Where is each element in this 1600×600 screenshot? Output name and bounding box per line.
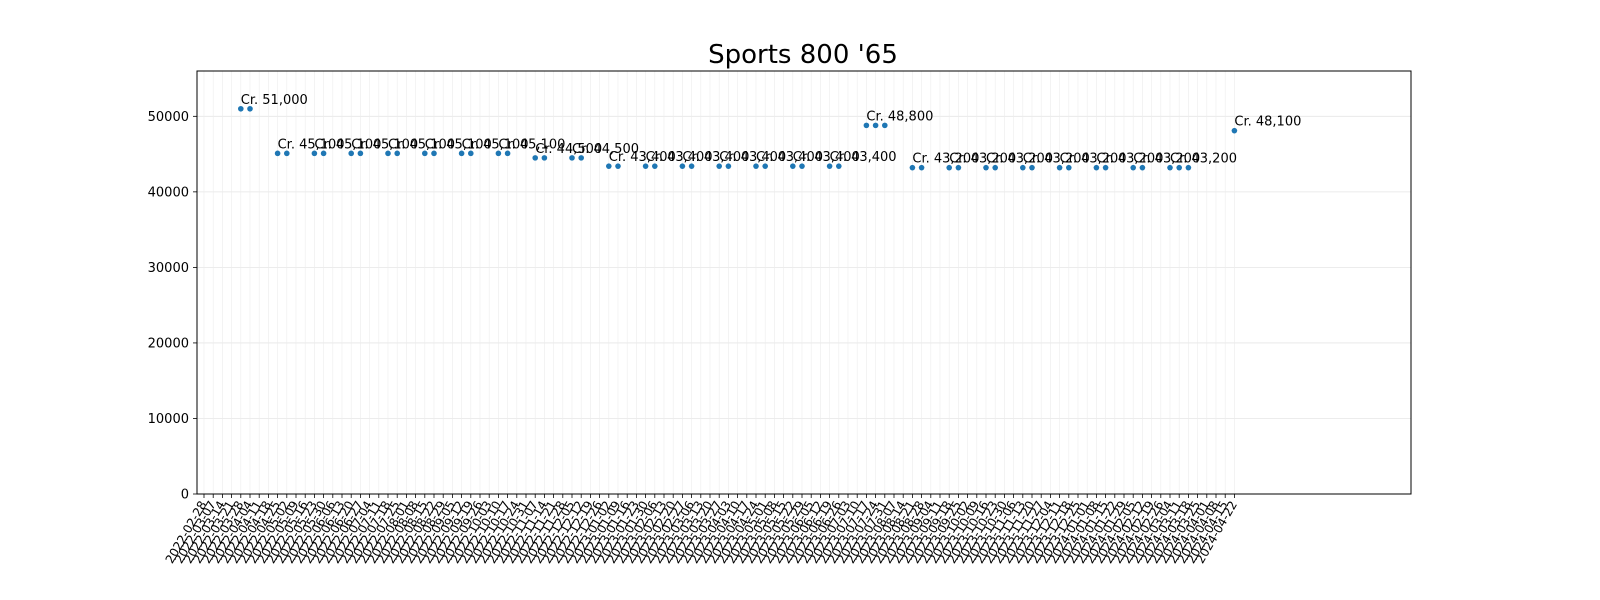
data-point bbox=[1176, 164, 1182, 171]
data-point bbox=[422, 150, 428, 157]
data-point bbox=[532, 155, 538, 161]
data-point bbox=[1139, 164, 1146, 171]
data-point bbox=[1231, 127, 1238, 134]
data-label: Cr. 45,100 bbox=[351, 137, 418, 152]
data-label: Cr. 44,500 bbox=[572, 142, 639, 157]
y-axis: 0 10000 20000 30000 40000 50000 bbox=[148, 110, 197, 503]
data-label: Cr. 43,200 bbox=[986, 152, 1053, 167]
data-label: Cr. 43,400 bbox=[609, 150, 676, 165]
data-label: Cr. 43,400 bbox=[756, 150, 823, 165]
data-point bbox=[983, 164, 989, 171]
data-point bbox=[716, 163, 722, 169]
data-point bbox=[1185, 164, 1192, 171]
x-axis: 2022-02-282022-03-072022-03-142022-03-21… bbox=[163, 494, 1240, 566]
data-point bbox=[606, 163, 612, 169]
data-point bbox=[274, 150, 281, 157]
data-point bbox=[238, 105, 244, 112]
data-point bbox=[918, 164, 925, 171]
data-point bbox=[872, 122, 879, 129]
data-point bbox=[311, 150, 318, 157]
data-label: Cr. 43,400 bbox=[830, 150, 897, 165]
data-label: Cr. 45,100 bbox=[462, 137, 529, 152]
data-label: Cr. 45,100 bbox=[498, 137, 565, 152]
data-point bbox=[468, 150, 474, 157]
data-point bbox=[431, 150, 437, 157]
data-point bbox=[320, 150, 327, 157]
data-label: Cr. 43,200 bbox=[1096, 152, 1163, 167]
data-point bbox=[1167, 164, 1173, 171]
data-point bbox=[385, 150, 391, 157]
data-point bbox=[569, 155, 575, 161]
data-point bbox=[1066, 164, 1072, 171]
data-point bbox=[1130, 164, 1136, 171]
data-point bbox=[753, 163, 759, 169]
data-point bbox=[247, 105, 253, 112]
data-label: Cr. 43,200 bbox=[1023, 152, 1090, 167]
data-point bbox=[790, 163, 796, 169]
y-tick-label: 10000 bbox=[148, 412, 189, 427]
data-point bbox=[652, 163, 658, 169]
data-label: Cr. 43,400 bbox=[793, 150, 860, 165]
y-tick-label: 30000 bbox=[148, 261, 189, 276]
y-tick-label: 0 bbox=[181, 488, 189, 503]
data-point bbox=[394, 150, 401, 157]
data-point bbox=[909, 164, 916, 171]
data-label: Cr. 43,400 bbox=[719, 150, 786, 165]
data-point bbox=[863, 122, 870, 129]
plot-frame bbox=[196, 70, 1412, 495]
data-label: Cr. 44,500 bbox=[535, 142, 602, 157]
data-label: Cr. 48,100 bbox=[1234, 115, 1301, 130]
data-label: Cr. 43,400 bbox=[646, 150, 713, 165]
data-point bbox=[578, 155, 584, 161]
data-label: Cr. 43,200 bbox=[1060, 152, 1127, 167]
data-label: Cr. 43,200 bbox=[1133, 152, 1200, 167]
data-point bbox=[1093, 164, 1100, 171]
data-point bbox=[836, 163, 842, 169]
data-point bbox=[541, 155, 548, 161]
data-point bbox=[642, 163, 649, 169]
data-point bbox=[357, 150, 364, 157]
data-point bbox=[725, 163, 732, 169]
data-point bbox=[762, 163, 768, 169]
data-point bbox=[992, 164, 998, 171]
data-point bbox=[882, 122, 888, 129]
data-label: Cr. 48,800 bbox=[866, 109, 933, 124]
data-label: Cr. 45,100 bbox=[278, 137, 345, 152]
y-tick-label: 20000 bbox=[148, 336, 189, 351]
y-tick-label: 50000 bbox=[148, 110, 189, 125]
data-point bbox=[1029, 164, 1035, 171]
data-label: Cr. 43,200 bbox=[949, 152, 1016, 167]
data-point bbox=[284, 150, 290, 157]
data-label: Cr. 45,100 bbox=[314, 137, 381, 152]
data-point bbox=[946, 164, 952, 171]
data-point bbox=[348, 150, 355, 157]
data-point bbox=[504, 150, 511, 157]
data-point bbox=[688, 163, 695, 169]
data-label: Cr. 45,100 bbox=[425, 137, 492, 152]
data-point bbox=[1056, 164, 1063, 171]
data-label: Cr. 51,000 bbox=[241, 93, 308, 108]
data-point bbox=[495, 150, 502, 157]
data-point bbox=[1102, 164, 1109, 171]
data-point bbox=[826, 163, 833, 169]
grid-lines bbox=[197, 71, 1411, 495]
data-point bbox=[1020, 164, 1026, 171]
data-point bbox=[615, 163, 621, 169]
data-label: Cr. 43,200 bbox=[912, 152, 979, 167]
y-tick-label: 40000 bbox=[148, 185, 189, 200]
data-point bbox=[679, 163, 686, 169]
data-point bbox=[458, 150, 465, 157]
data-label: Cr. 43,200 bbox=[1170, 152, 1237, 167]
chart-title: Sports 800 '65 bbox=[708, 40, 898, 70]
data-label: Cr. 43,400 bbox=[682, 150, 749, 165]
data-points bbox=[238, 105, 1238, 171]
data-label: Cr. 45,100 bbox=[388, 137, 455, 152]
data-point bbox=[955, 164, 962, 171]
data-point bbox=[799, 163, 805, 169]
